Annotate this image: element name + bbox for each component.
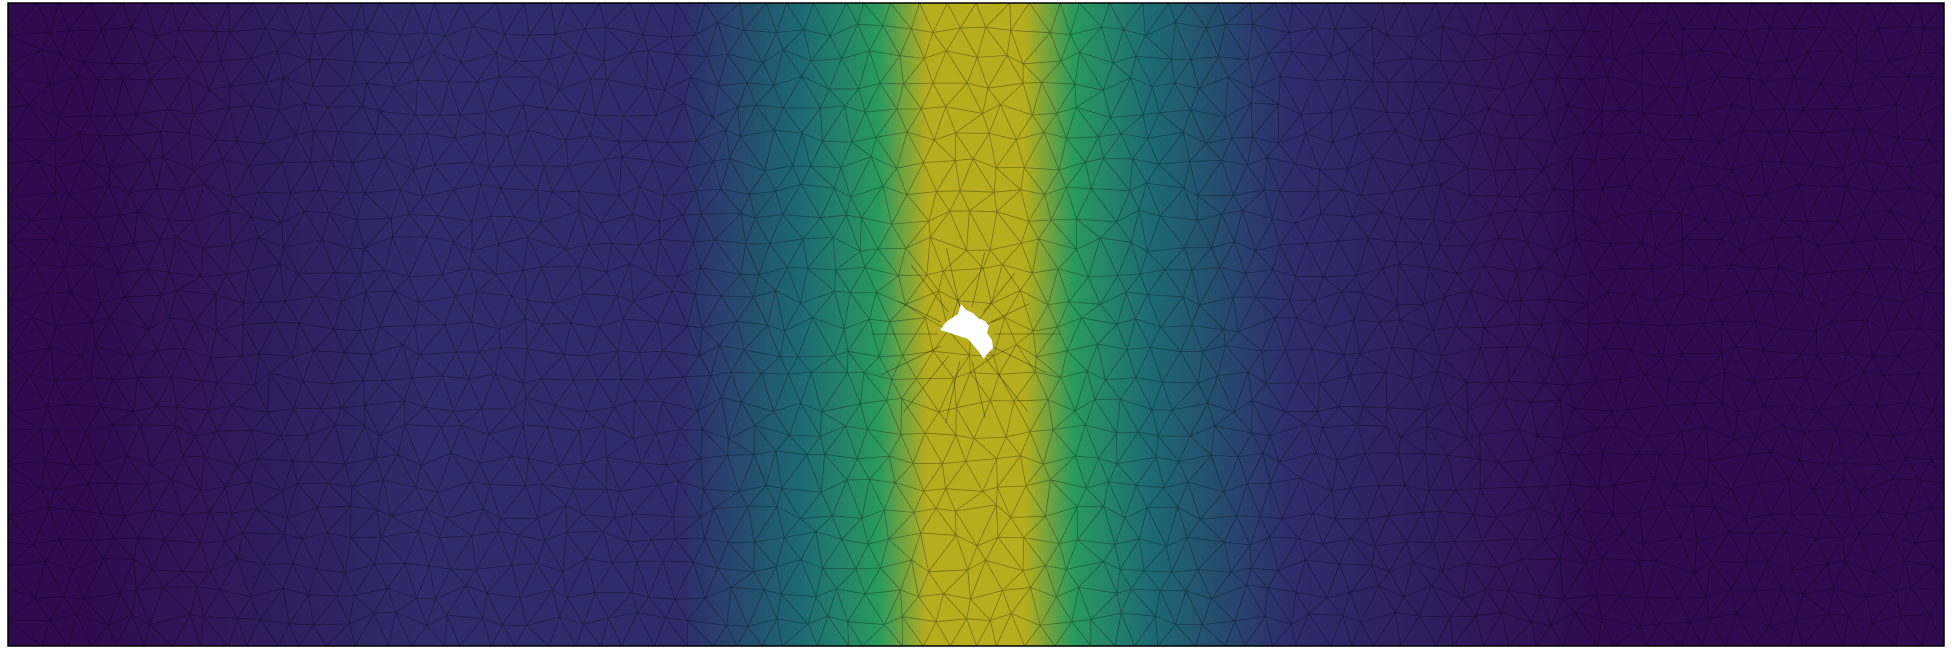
mesh-lines (8, 3, 1944, 646)
mesh-edges (8, 3, 1944, 646)
void-refinement-lines (871, 248, 1061, 424)
panel-border (7, 2, 1945, 647)
central-void (940, 304, 993, 359)
